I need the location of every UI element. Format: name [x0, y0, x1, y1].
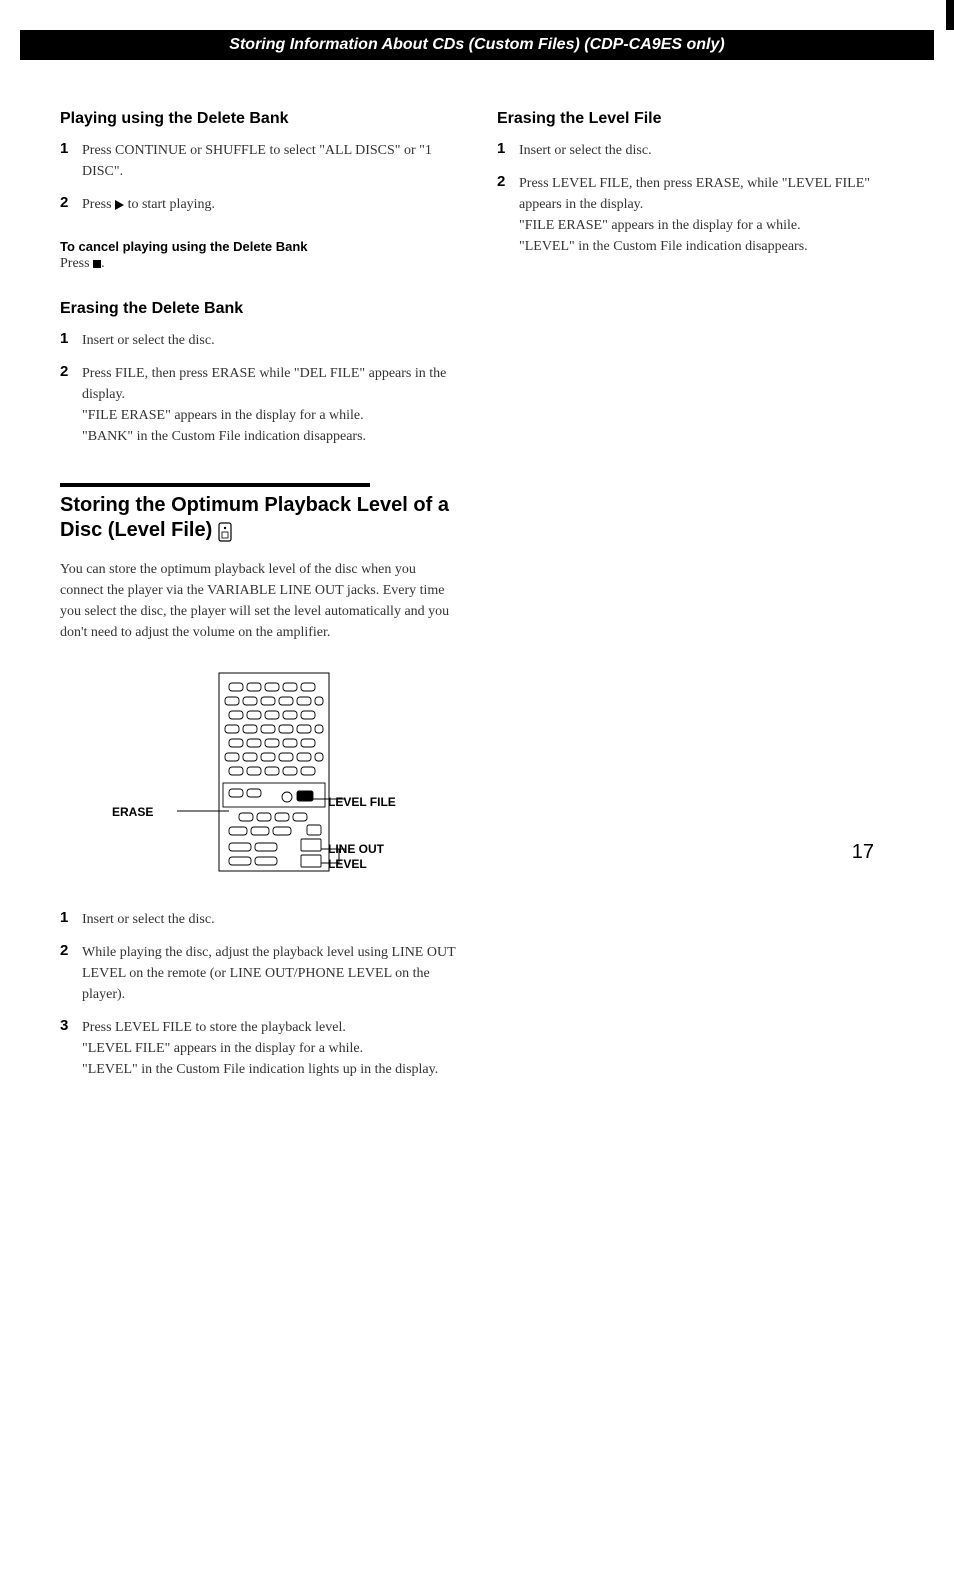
step-item: 2 While playing the disc, adjust the pla… [60, 942, 457, 1005]
step-text: Press to start playing. [82, 194, 215, 215]
chapter-title: Storing Information About CDs (Custom Fi… [229, 36, 724, 54]
line-out-label: LINE OUT [328, 842, 384, 856]
erase-label: ERASE [112, 805, 153, 819]
step-item: 1 Press CONTINUE or SHUFFLE to select "A… [60, 140, 457, 182]
intro-paragraph: You can store the optimum playback level… [60, 559, 457, 643]
cancel-heading: To cancel playing using the Delete Bank [60, 239, 457, 254]
steps-level-file: 1 Insert or select the disc. 2 While pla… [60, 909, 457, 1080]
cancel-text: Press . [60, 256, 457, 272]
step-item: 1 Insert or select the disc. [497, 140, 894, 161]
step-item: 2 Press to start playing. [60, 194, 457, 215]
remote-diagram [79, 667, 439, 877]
steps-erase-level-file: 1 Insert or select the disc. 2 Press LEV… [497, 140, 894, 257]
main-heading-text: Storing the Optimum Playback Level of a … [60, 494, 449, 541]
step-text: Press FILE, then press ERASE while "DEL … [82, 363, 457, 447]
step-number: 1 [60, 140, 82, 157]
step-number: 1 [60, 909, 82, 926]
remote-icon [218, 522, 232, 542]
step-text: Insert or select the disc. [82, 909, 215, 930]
chapter-header: Storing Information About CDs (Custom Fi… [20, 30, 934, 60]
step-number: 3 [60, 1017, 82, 1034]
steps-play-delete-bank: 1 Press CONTINUE or SHUFFLE to select "A… [60, 140, 457, 215]
step-text: Insert or select the disc. [519, 140, 652, 161]
level-file-label: LEVEL FILE [328, 795, 396, 809]
remote-figure: ERASE LEVEL FILE LINE OUT LEVEL [60, 667, 457, 877]
step-item: 1 Insert or select the disc. [60, 909, 457, 930]
right-column: Erasing the Level File 1 Insert or selec… [497, 110, 894, 1104]
stop-icon [93, 260, 101, 268]
section-heading-erase-level-file: Erasing the Level File [497, 110, 894, 128]
step-text: Press LEVEL FILE to store the playback l… [82, 1017, 438, 1080]
step-item: 3 Press LEVEL FILE to store the playback… [60, 1017, 457, 1080]
step-text: Press LEVEL FILE, then press ERASE, whil… [519, 173, 894, 257]
step-number: 2 [60, 194, 82, 211]
step-text: While playing the disc, adjust the playb… [82, 942, 457, 1005]
step-item: 1 Insert or select the disc. [60, 330, 457, 351]
left-column: Playing using the Delete Bank 1 Press CO… [60, 110, 457, 1104]
section-divider [60, 483, 370, 487]
play-icon [115, 200, 124, 210]
step-number: 1 [60, 330, 82, 347]
step-number: 2 [60, 363, 82, 380]
step-number: 2 [60, 942, 82, 959]
step-item: 2 Press LEVEL FILE, then press ERASE, wh… [497, 173, 894, 257]
step-number: 2 [497, 173, 519, 190]
step-item: 2 Press FILE, then press ERASE while "DE… [60, 363, 457, 447]
page-content: Playing using the Delete Bank 1 Press CO… [0, 110, 954, 1104]
step-text: Insert or select the disc. [82, 330, 215, 351]
cancel-text-pre: Press [60, 256, 93, 271]
step-text-pre: Press [82, 197, 115, 212]
section-heading-erase-delete-bank: Erasing the Delete Bank [60, 300, 457, 318]
section-heading-play-delete-bank: Playing using the Delete Bank [60, 110, 457, 128]
step-text: Press CONTINUE or SHUFFLE to select "ALL… [82, 140, 457, 182]
page-number: 17 [852, 841, 874, 864]
page-tab-mark [946, 0, 954, 30]
step-text-post: to start playing. [124, 197, 215, 212]
level-label: LEVEL [328, 857, 367, 871]
cancel-text-post: . [101, 256, 105, 271]
step-number: 1 [497, 140, 519, 157]
main-heading-level-file: Storing the Optimum Playback Level of a … [60, 493, 457, 543]
steps-erase-delete-bank: 1 Insert or select the disc. 2 Press FIL… [60, 330, 457, 447]
